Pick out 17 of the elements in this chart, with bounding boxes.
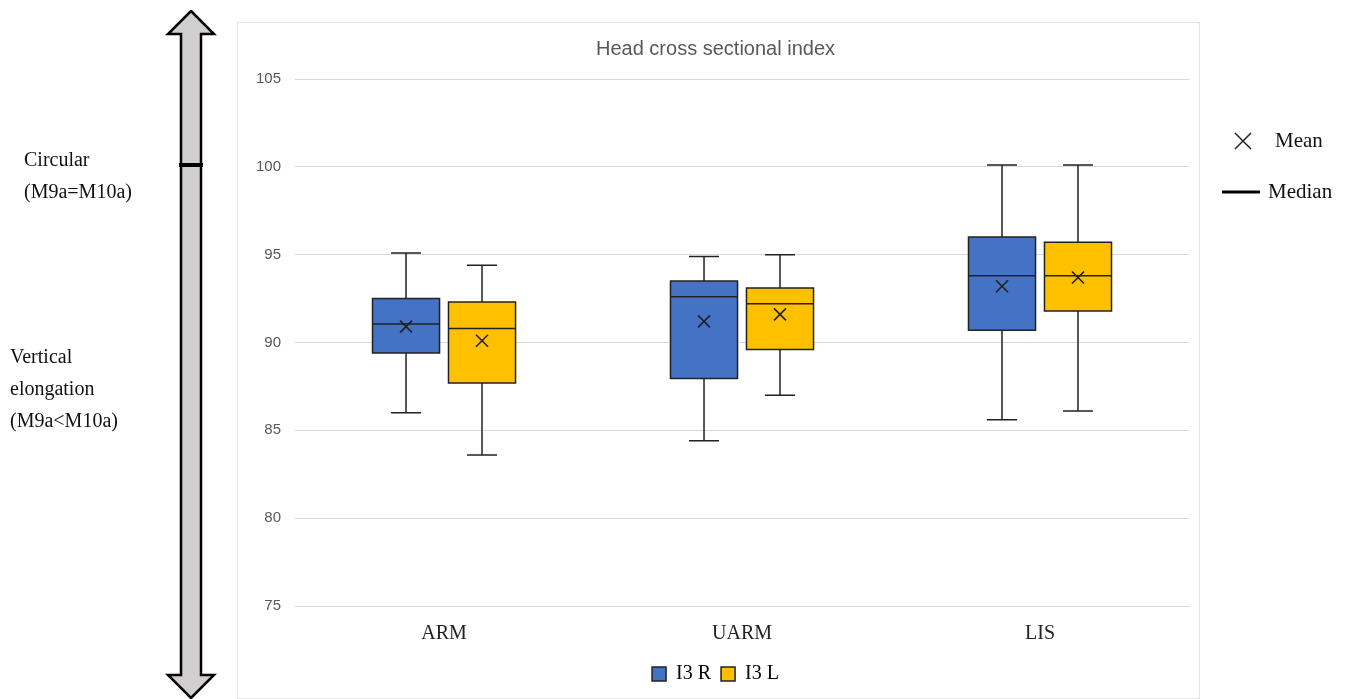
y-tick-label: 100 (256, 156, 282, 174)
y-tick-label: 80 (264, 508, 282, 526)
y-tick-label: 95 (264, 244, 282, 262)
text: Circular (M9a=M10a) (24, 147, 133, 205)
legend-label: I3 L (745, 661, 779, 684)
y-tick-label: 105 (256, 69, 282, 87)
text: Mean (1275, 128, 1323, 153)
x-tick-label: LIS (1025, 621, 1055, 644)
y-tick-label: 90 (264, 332, 282, 350)
legend-label: I3 R (676, 661, 712, 684)
y-tick-label: 85 (264, 420, 282, 438)
chart-title: Head cross sectional index (595, 36, 836, 59)
x-tick-label: ARM (421, 621, 468, 644)
y-tick-label: 75 (264, 596, 282, 614)
text: Vertical elongation (M9a<M10a) (10, 344, 119, 434)
x-tick-label: UARM (712, 621, 773, 644)
text: Median (1268, 179, 1333, 204)
